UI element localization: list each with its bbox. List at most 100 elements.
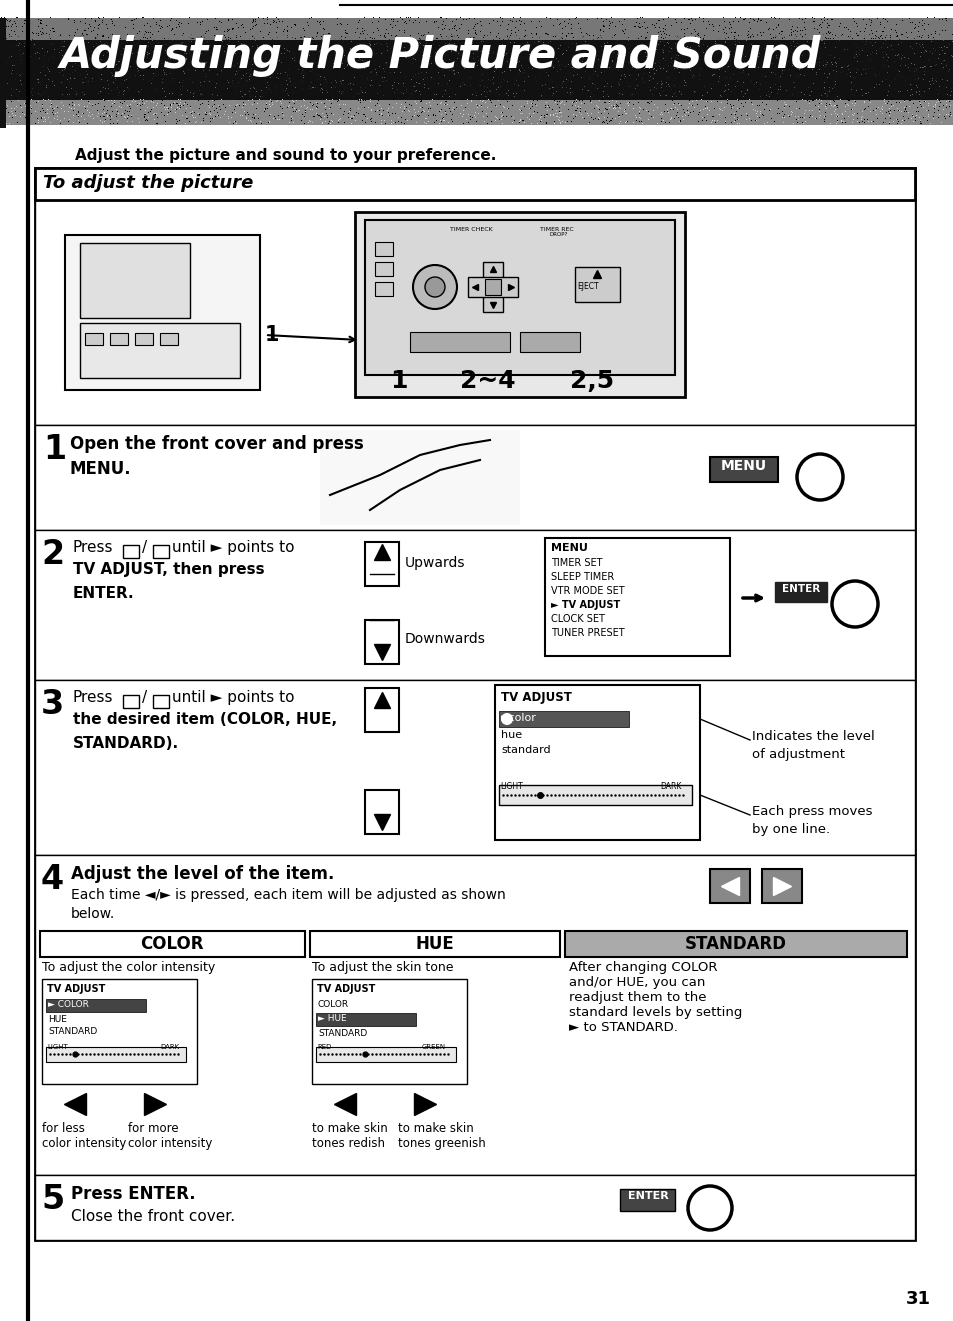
Bar xyxy=(42,979,196,1085)
Text: HUE: HUE xyxy=(416,935,454,952)
Bar xyxy=(355,211,684,398)
Text: To adjust the picture: To adjust the picture xyxy=(43,174,253,192)
Text: Each time ◄/► is pressed, each item will be adjusted as shown: Each time ◄/► is pressed, each item will… xyxy=(71,888,505,902)
Bar xyxy=(160,333,178,345)
Text: hue: hue xyxy=(500,731,521,740)
Text: 4: 4 xyxy=(41,863,64,896)
Text: standard: standard xyxy=(500,745,550,756)
Bar xyxy=(495,686,700,840)
Bar xyxy=(85,333,103,345)
Bar xyxy=(35,168,914,1240)
Text: 31: 31 xyxy=(905,1291,930,1308)
Text: MENU: MENU xyxy=(720,458,766,473)
Bar xyxy=(135,333,152,345)
Bar xyxy=(375,242,393,256)
Bar xyxy=(312,979,467,1085)
Text: Adjust the level of the item.: Adjust the level of the item. xyxy=(71,865,334,882)
Text: 1: 1 xyxy=(265,325,279,345)
Text: TUNER PRESET: TUNER PRESET xyxy=(551,627,624,638)
Text: Adjust the picture and sound to your preference.: Adjust the picture and sound to your pre… xyxy=(75,148,496,162)
Text: To adjust the skin tone: To adjust the skin tone xyxy=(312,960,453,974)
Bar xyxy=(761,869,801,904)
Text: Press ENTER.: Press ENTER. xyxy=(71,1185,195,1203)
Text: Upwards: Upwards xyxy=(405,556,465,569)
Text: 2: 2 xyxy=(41,538,64,571)
Bar xyxy=(0,20,953,100)
Bar xyxy=(410,332,510,351)
Bar xyxy=(315,1048,456,1062)
Circle shape xyxy=(413,266,456,309)
Text: for more
color intensity: for more color intensity xyxy=(128,1122,213,1151)
Bar xyxy=(40,931,305,956)
Text: ENTER: ENTER xyxy=(627,1192,668,1201)
Text: 5: 5 xyxy=(41,1184,64,1217)
Text: DARK: DARK xyxy=(659,782,680,791)
Text: COLOR: COLOR xyxy=(140,935,204,952)
Text: below.: below. xyxy=(71,908,115,921)
Text: STANDARD: STANDARD xyxy=(684,935,786,952)
Bar xyxy=(35,530,914,680)
Text: for less
color intensity: for less color intensity xyxy=(42,1122,126,1151)
Text: Indicates the level: Indicates the level xyxy=(751,731,874,742)
Text: TIMER SET: TIMER SET xyxy=(551,557,602,568)
Text: ►color: ►color xyxy=(500,713,537,723)
Text: EJECT: EJECT xyxy=(577,281,598,291)
Text: GREEN: GREEN xyxy=(421,1044,446,1050)
Bar xyxy=(35,168,914,199)
Text: of adjustment: of adjustment xyxy=(751,748,844,761)
Text: TV ADJUST, then press: TV ADJUST, then press xyxy=(73,561,264,577)
Bar xyxy=(564,931,906,956)
Bar xyxy=(46,1048,186,1062)
Bar xyxy=(0,100,953,125)
Text: TIMER REC: TIMER REC xyxy=(539,227,573,232)
Bar xyxy=(544,538,729,657)
Text: Open the front cover and press: Open the front cover and press xyxy=(70,435,363,453)
Text: Close the front cover.: Close the front cover. xyxy=(71,1209,234,1225)
Text: 1: 1 xyxy=(43,433,66,466)
Text: MENU.: MENU. xyxy=(70,460,132,478)
Bar xyxy=(110,333,128,345)
Text: ► TV ADJUST: ► TV ADJUST xyxy=(551,600,619,610)
Text: HUE: HUE xyxy=(48,1015,67,1024)
Text: DROP?: DROP? xyxy=(550,232,568,236)
Bar xyxy=(484,279,500,295)
Bar xyxy=(519,332,579,351)
Text: STANDARD: STANDARD xyxy=(48,1026,97,1036)
Text: LIGHT: LIGHT xyxy=(47,1044,68,1050)
Text: 3: 3 xyxy=(41,688,64,721)
Circle shape xyxy=(424,277,444,297)
Text: ENTER: ENTER xyxy=(781,584,820,594)
Bar xyxy=(709,457,778,482)
Bar xyxy=(482,262,502,312)
Bar xyxy=(315,1013,416,1026)
Bar xyxy=(152,695,169,708)
Bar xyxy=(65,235,260,390)
Text: /: / xyxy=(142,540,147,555)
Bar xyxy=(365,688,398,732)
Bar xyxy=(35,855,914,1174)
Text: To adjust the color intensity: To adjust the color intensity xyxy=(42,960,215,974)
Text: SLEEP TIMER: SLEEP TIMER xyxy=(551,572,614,583)
Text: until ► points to: until ► points to xyxy=(172,690,294,705)
Text: DARK: DARK xyxy=(160,1044,179,1050)
Bar xyxy=(46,999,146,1012)
Bar xyxy=(0,18,6,128)
Circle shape xyxy=(500,713,513,725)
Bar xyxy=(498,785,691,804)
Text: Each press moves: Each press moves xyxy=(751,804,872,818)
Text: TIMER CHECK: TIMER CHECK xyxy=(450,227,493,232)
Bar xyxy=(365,542,398,587)
Bar xyxy=(35,1174,914,1240)
Text: 1: 1 xyxy=(390,369,407,394)
Text: until ► points to: until ► points to xyxy=(172,540,294,555)
Text: 2,5: 2,5 xyxy=(569,369,614,394)
Bar xyxy=(498,711,628,727)
Bar xyxy=(0,18,953,40)
Text: 2~4: 2~4 xyxy=(459,369,515,394)
Bar xyxy=(123,546,139,557)
Text: ENTER.: ENTER. xyxy=(73,587,134,601)
Text: After changing COLOR
and/or HUE, you can
readjust them to the
standard levels by: After changing COLOR and/or HUE, you can… xyxy=(568,960,741,1034)
Bar xyxy=(774,583,826,602)
Text: RED: RED xyxy=(316,1044,331,1050)
Text: to make skin
tones greenish: to make skin tones greenish xyxy=(397,1122,485,1151)
